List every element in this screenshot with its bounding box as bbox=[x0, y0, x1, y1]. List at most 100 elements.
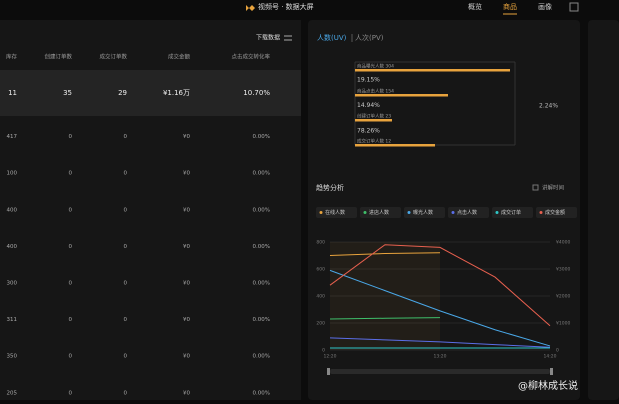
legend-label[interactable]: 曝光人数 bbox=[413, 209, 433, 216]
legend-chip[interactable] bbox=[536, 207, 577, 218]
legend-dot bbox=[363, 211, 367, 214]
table-cell: 100 bbox=[7, 171, 18, 177]
table-cell: 0.00% bbox=[253, 134, 270, 140]
legend-chip[interactable] bbox=[448, 207, 489, 218]
table-cell: 0 bbox=[69, 207, 73, 213]
legend-chip[interactable] bbox=[404, 207, 445, 218]
nav-item[interactable]: 画像 bbox=[538, 2, 552, 11]
table-cell: ¥0 bbox=[183, 281, 190, 287]
table-cell: 350 bbox=[7, 354, 18, 360]
watermark: @柳林成长说 bbox=[518, 379, 578, 392]
table-cell: 0 bbox=[124, 171, 128, 177]
table-cell: 35 bbox=[63, 89, 72, 97]
table-cell: ¥0 bbox=[183, 317, 190, 323]
scroll-handle[interactable] bbox=[550, 368, 553, 375]
table-cell: 0 bbox=[124, 390, 128, 396]
table-cell: ¥0 bbox=[183, 354, 190, 360]
table-cell: 0 bbox=[124, 354, 128, 360]
table-cell: 10.70% bbox=[243, 89, 270, 97]
table-cell: 0 bbox=[69, 134, 73, 140]
table-cell: ¥0 bbox=[183, 134, 190, 140]
download-button[interactable]: 下载数据 bbox=[256, 34, 280, 42]
y2-tick-label: ¥4000 bbox=[556, 240, 570, 246]
legend-dot bbox=[319, 211, 323, 214]
column-header: 创建订单数 bbox=[44, 53, 72, 61]
table-cell: 0 bbox=[124, 281, 128, 287]
checkbox[interactable] bbox=[532, 184, 539, 191]
table-cell: 0 bbox=[69, 390, 73, 396]
nav-item[interactable]: 商品 bbox=[503, 2, 517, 11]
funnel-bar bbox=[355, 119, 392, 122]
legend-dot bbox=[539, 211, 543, 214]
legend-chip[interactable] bbox=[316, 207, 357, 218]
legend-label[interactable]: 成交订单 bbox=[501, 209, 521, 216]
y-tick-label: 200 bbox=[316, 321, 325, 327]
table-cell: ¥1.16万 bbox=[163, 89, 190, 97]
funnel-frame bbox=[354, 61, 516, 146]
y-tick-label: 600 bbox=[316, 267, 325, 273]
table-cell: 300 bbox=[7, 281, 18, 287]
table-cell: 0.00% bbox=[253, 207, 270, 213]
funnel-label: 成交订单人数 12 bbox=[357, 138, 391, 145]
legend-label[interactable]: 进店人数 bbox=[369, 209, 389, 216]
table-cell: 400 bbox=[7, 207, 18, 213]
funnel-label: 商品曝光人数 304 bbox=[357, 63, 394, 70]
funnel-label: 商品点击人数 154 bbox=[357, 88, 394, 95]
column-header: 成交订单数 bbox=[99, 53, 127, 61]
table-cell: 29 bbox=[118, 89, 127, 97]
logo-icon bbox=[246, 5, 255, 11]
series-line bbox=[329, 317, 441, 320]
table-cell: 400 bbox=[7, 244, 18, 250]
table-cell: 0.00% bbox=[253, 171, 270, 177]
column-header: 成交金额 bbox=[168, 53, 191, 61]
series-line bbox=[329, 269, 551, 347]
table-cell: 0 bbox=[124, 244, 128, 250]
table-cell: 0.00% bbox=[253, 244, 270, 250]
legend-chip[interactable] bbox=[360, 207, 401, 218]
legend-label[interactable]: 点击人数 bbox=[457, 209, 477, 216]
y2-tick-label: ¥2000 bbox=[556, 294, 570, 300]
table-cell: 11 bbox=[8, 89, 17, 97]
scrollbar[interactable] bbox=[330, 369, 550, 374]
y2-tick-label: 0 bbox=[556, 348, 559, 354]
toggle-label[interactable]: 讲解时间 bbox=[542, 184, 564, 192]
legend-label[interactable]: 在线人数 bbox=[325, 209, 345, 216]
x-tick-label: 14:20 bbox=[544, 354, 557, 360]
nav-item[interactable]: 概览 bbox=[468, 2, 482, 11]
table-cell: 417 bbox=[7, 134, 18, 140]
series-line bbox=[329, 244, 551, 327]
funnel-rate: 19.15% bbox=[357, 77, 380, 84]
x-tick-label: 13:20 bbox=[434, 354, 447, 360]
table-cell: 0 bbox=[69, 171, 73, 177]
fullscreen-icon[interactable] bbox=[569, 2, 579, 12]
funnel-rate: 14.94% bbox=[357, 102, 380, 109]
legend-chip[interactable] bbox=[492, 207, 533, 218]
column-header: 点击成交转化率 bbox=[231, 53, 270, 61]
logo-text: 视频号 · 数据大屏 bbox=[258, 2, 314, 11]
y2-tick-label: ¥1000 bbox=[556, 321, 570, 327]
tab-pv[interactable]: 人次(PV) bbox=[355, 33, 384, 42]
row-highlight bbox=[0, 70, 301, 116]
y-tick-label: 400 bbox=[316, 294, 325, 300]
funnel-label: 创建订单人数 23 bbox=[357, 113, 391, 120]
filter-icon[interactable] bbox=[284, 35, 292, 41]
legend-dot bbox=[451, 211, 455, 214]
table-cell: 205 bbox=[7, 390, 18, 396]
table-cell: ¥0 bbox=[183, 244, 190, 250]
legend-dot bbox=[495, 211, 499, 214]
series-line bbox=[329, 252, 441, 256]
y2-tick-label: ¥3000 bbox=[556, 267, 570, 273]
legend-label[interactable]: 成交金额 bbox=[545, 209, 565, 216]
table-cell: 0 bbox=[124, 317, 128, 323]
legend-dot bbox=[407, 211, 411, 214]
table-cell: ¥0 bbox=[183, 390, 190, 396]
tab-uv[interactable]: 人数(UV) bbox=[317, 33, 347, 42]
chart-title: 趋势分析 bbox=[316, 183, 344, 192]
table-cell: 311 bbox=[7, 317, 18, 323]
scroll-handle[interactable] bbox=[327, 368, 330, 375]
column-header: 库存 bbox=[6, 53, 18, 61]
table-cell: 0 bbox=[69, 354, 73, 360]
funnel-bar bbox=[355, 69, 510, 72]
